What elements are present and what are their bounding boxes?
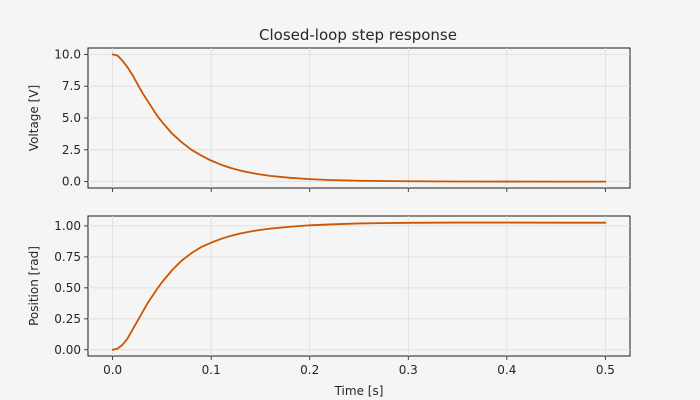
voltage-y-tick-label: 10.0	[54, 47, 81, 61]
time-x-tick-label: 0.1	[202, 363, 221, 377]
position-y-tick-label: 0.75	[54, 250, 81, 264]
panel-position: 0.000.250.500.751.00 0.0 0.1 0.2 0.3 0.4 0.5 …	[27, 215, 631, 398]
voltage-series-line	[111, 53, 607, 183]
panel-voltage: 0.0 2.5 5.0 7.5 10.0 Voltage [V]	[27, 47, 631, 192]
position-y-tick-label: 0.00	[54, 343, 81, 357]
position-series-line	[111, 221, 607, 351]
voltage-axis-label: Voltage [V]	[27, 85, 41, 151]
chart-title: Closed-loop step response	[259, 26, 457, 44]
voltage-y-tick-label: 7.5	[62, 79, 81, 93]
time-axis-label: Time [s]	[334, 384, 384, 398]
position-axis-label: Position [rad]	[27, 246, 41, 326]
time-x-tick-label: 0.3	[399, 363, 418, 377]
time-x-tick-label: 0.4	[497, 363, 516, 377]
voltage-y-tick-label: 2.5	[62, 143, 81, 157]
position-y-tick-label: 0.25	[54, 312, 81, 326]
position-axes	[87, 215, 631, 357]
position-y-tick-label: 0.50	[54, 281, 81, 295]
time-x-tick-label: 0.2	[300, 363, 319, 377]
voltage-y-tick-label: 0.0	[62, 175, 81, 189]
voltage-y-tick-label: 5.0	[62, 111, 81, 125]
time-x-tick-label: 0.0	[103, 363, 122, 377]
position-y-tick-label: 1.00	[54, 219, 81, 233]
time-x-tick-label: 0.5	[596, 363, 615, 377]
